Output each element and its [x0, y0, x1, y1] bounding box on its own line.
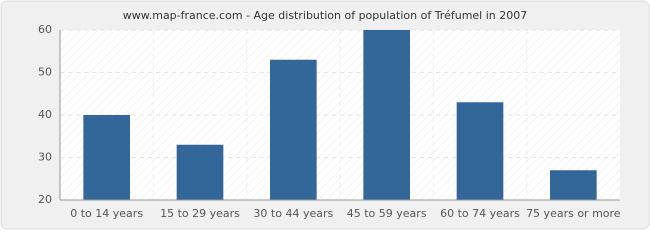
x-tick-label: 0 to 14 years — [70, 207, 143, 220]
y-tick-label: 30 — [38, 151, 52, 164]
x-tick-label: 45 to 59 years — [347, 207, 427, 220]
chart: www.map-france.com - Age distribution of… — [0, 0, 650, 230]
x-tick-label: 75 years or more — [526, 207, 621, 220]
x-tick-label: 15 to 29 years — [160, 207, 240, 220]
x-tick-label: 60 to 74 years — [440, 207, 520, 220]
page: {"chart_data": {"type": "bar", "title": … — [0, 0, 650, 230]
x-tick-label: 30 to 44 years — [253, 207, 333, 220]
bar — [363, 30, 410, 200]
bar — [176, 144, 224, 200]
y-tick-label: 50 — [38, 66, 52, 79]
y-tick-label: 20 — [38, 193, 52, 206]
bar — [270, 59, 317, 200]
y-tick-label: 60 — [38, 23, 52, 36]
bar — [456, 102, 504, 200]
y-tick-label: 40 — [38, 108, 52, 121]
bar — [83, 115, 130, 200]
chart-title: www.map-france.com - Age distribution of… — [123, 9, 528, 22]
bar — [550, 170, 597, 200]
